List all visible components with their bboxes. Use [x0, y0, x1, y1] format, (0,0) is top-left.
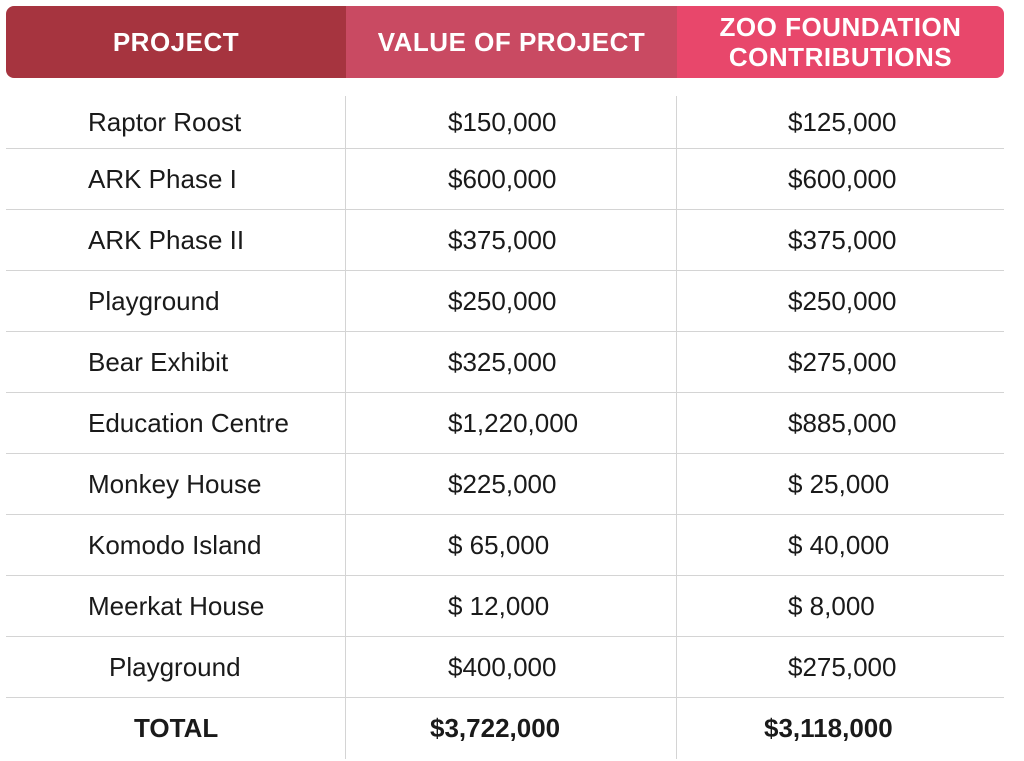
project-value-cell: $1,220,000 [346, 393, 677, 453]
contribution-cell: $250,000 [788, 285, 897, 316]
table-row: Playground $400,000 $275,000 [6, 637, 1004, 698]
table-row: Education Centre $1,220,000 $885,000 [6, 393, 1004, 454]
contribution-cell: $885,000 [788, 407, 897, 438]
project-value-cell: $150,000 [346, 96, 677, 148]
contribution-cell: $600,000 [788, 163, 897, 194]
project-value-cell: $250,000 [346, 271, 677, 331]
contribution-cell: $ 25,000 [788, 468, 890, 499]
table-row: Playground $250,000 $250,000 [6, 271, 1004, 332]
project-name-cell: Bear Exhibit [6, 332, 346, 392]
project-name-cell: Education Centre [6, 393, 346, 453]
table-header: PROJECT VALUE OF PROJECT ZOO FOUNDATION … [6, 6, 1004, 78]
table-row: ARK Phase I $600,000 $600,000 [6, 149, 1004, 210]
project-name-cell: Playground [6, 637, 346, 697]
contribution-cell: $275,000 [788, 346, 897, 377]
project-value-cell: $325,000 [346, 332, 677, 392]
table-body: Raptor Roost $150,000 $125,000 ARK Phase… [6, 96, 1004, 759]
table-row: Komodo Island $ 65,000 $ 40,000 [6, 515, 1004, 576]
project-value-cell: $375,000 [346, 210, 677, 270]
total-value: $3,722,000 [346, 698, 677, 759]
project-name-cell: ARK Phase I [6, 149, 346, 209]
table-row: Meerkat House $ 12,000 $ 8,000 [6, 576, 1004, 637]
header-project: PROJECT [6, 6, 346, 78]
project-name-cell: Monkey House [6, 454, 346, 514]
project-name-cell: Meerkat House [6, 576, 346, 636]
project-value-cell: $400,000 [346, 637, 677, 697]
contribution-cell: $ 8,000 [788, 590, 875, 621]
total-label: TOTAL [6, 698, 346, 759]
header-value-of-project: VALUE OF PROJECT [346, 6, 677, 78]
table-row: ARK Phase II $375,000 $375,000 [6, 210, 1004, 271]
project-name-cell: Raptor Roost [6, 96, 346, 148]
project-name-cell: Komodo Island [6, 515, 346, 575]
projects-table: PROJECT VALUE OF PROJECT ZOO FOUNDATION … [6, 6, 1004, 759]
project-name-cell: ARK Phase II [6, 210, 346, 270]
header-contrib-line2: CONTRIBUTIONS [728, 42, 953, 72]
table-row: Monkey House $225,000 $ 25,000 [6, 454, 1004, 515]
header-zoo-foundation-contributions: ZOO FOUNDATION CONTRIBUTIONS [677, 6, 1004, 78]
project-name-cell: Playground [6, 271, 346, 331]
contribution-cell: $375,000 [788, 224, 897, 255]
project-value-cell: $225,000 [346, 454, 677, 514]
project-value-cell: $ 12,000 [346, 576, 677, 636]
contribution-cell: $ 40,000 [788, 529, 890, 560]
project-value-cell: $600,000 [346, 149, 677, 209]
table-row: Raptor Roost $150,000 $125,000 [6, 96, 1004, 149]
table-row: Bear Exhibit $325,000 $275,000 [6, 332, 1004, 393]
contribution-cell: $275,000 [788, 651, 897, 682]
contribution-cell: $125,000 [788, 106, 897, 137]
total-row: TOTAL $3,722,000 $3,118,000 [6, 698, 1004, 759]
header-contrib-line1: ZOO FOUNDATION [719, 12, 962, 42]
total-contribution: $3,118,000 [764, 713, 893, 743]
project-value-cell: $ 65,000 [346, 515, 677, 575]
